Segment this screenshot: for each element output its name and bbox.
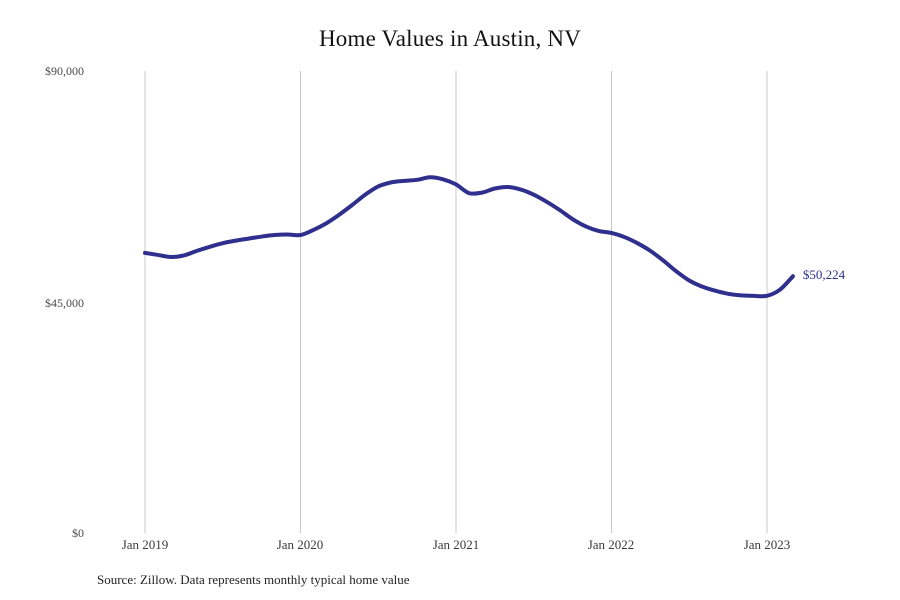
- x-axis-tick-label-jan-2019: Jan 2019: [121, 537, 169, 552]
- end-value-label: $50,224: [802, 267, 846, 283]
- y-axis-tick-label-45000: $45,000: [45, 296, 84, 310]
- chart-title: Home Values in Austin, NV: [318, 26, 582, 51]
- y-axis-tick-label-90000: $90,000: [45, 64, 84, 78]
- x-axis-tick-label-jan-2020: Jan 2020: [276, 537, 324, 552]
- source-note: Source: Zillow. Data represents monthly …: [97, 572, 410, 587]
- x-axis-tick-label-jan-2022: Jan 2022: [587, 537, 635, 552]
- x-axis-tick-label-jan-2023: Jan 2023: [743, 537, 791, 552]
- x-axis-tick-label-jan-2021: Jan 2021: [432, 537, 480, 552]
- gridlines: [144, 71, 768, 533]
- y-axis-tick-label-0: $0: [72, 526, 84, 540]
- data-series-line: [143, 175, 795, 299]
